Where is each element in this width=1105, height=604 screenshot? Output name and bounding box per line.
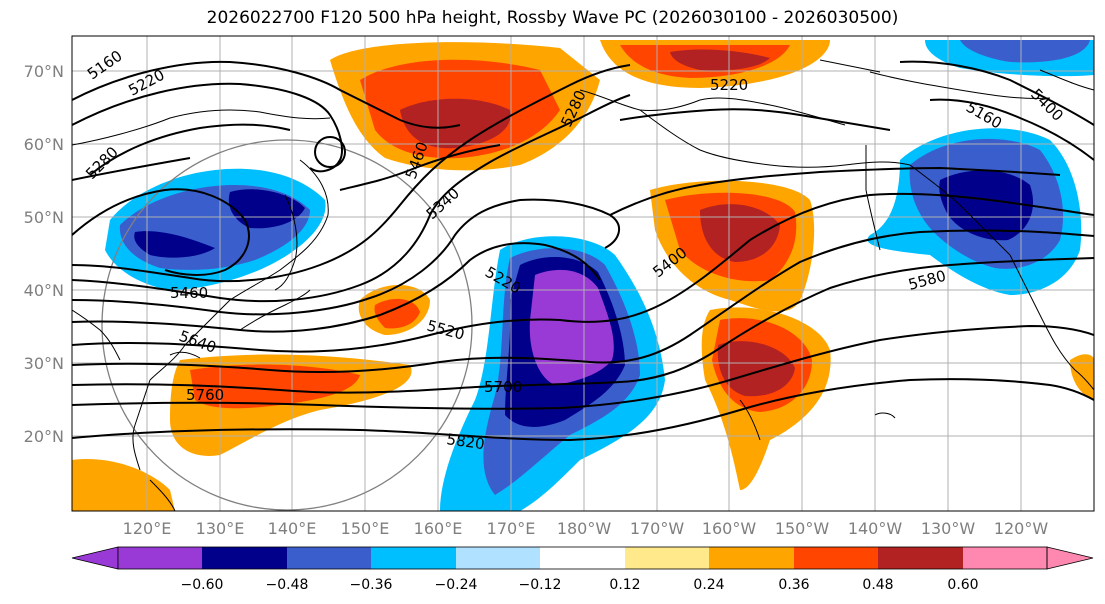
anomaly-positive-region <box>72 459 175 511</box>
lon-tick-label: 160°E <box>414 519 463 538</box>
anomaly-positive-region <box>400 98 511 149</box>
lat-tick-label: 40°N <box>24 281 64 300</box>
contour-label: 5460 <box>170 284 208 302</box>
colorbar-segment <box>371 547 456 569</box>
colorbar-tick-label: 0.48 <box>862 577 893 593</box>
colorbar-extend-max <box>1046 546 1094 570</box>
lon-tick-label: 130°E <box>196 519 245 538</box>
colorbar-segment <box>456 547 540 569</box>
colorbar-tick-label: −0.60 <box>181 577 224 593</box>
lon-tick-label: 160°W <box>702 519 757 538</box>
anomaly-negative-region <box>529 269 614 385</box>
lat-tick-label: 70°N <box>24 62 64 81</box>
lat-tick-label: 20°N <box>24 427 64 446</box>
colorbar-segment <box>625 547 709 569</box>
anomaly-positive-region <box>374 298 420 329</box>
longitude-axis: 120°E 130°E 140°E 150°E 160°E 170°E 180°… <box>123 519 1049 538</box>
colorbar-segment <box>963 547 1047 569</box>
anomaly-positive-region <box>717 341 795 397</box>
contour-label: 5760 <box>186 386 224 404</box>
colorbar-segment <box>709 547 794 569</box>
colorbar-tick-label: 0.24 <box>693 577 724 593</box>
colorbar-segment <box>540 547 625 569</box>
colorbar-tick-label: 0.36 <box>778 577 809 593</box>
colorbar-tick-label: −0.24 <box>435 577 478 593</box>
anomaly-negative-region <box>228 189 305 229</box>
lat-tick-label: 50°N <box>24 208 64 227</box>
lon-tick-label: 150°W <box>775 519 830 538</box>
lon-tick-label: 130°W <box>921 519 976 538</box>
colorbar-segment <box>794 547 878 569</box>
anomaly-negative-region <box>960 40 1090 63</box>
contour-label: 5700 <box>484 378 522 396</box>
anomaly-negative-region <box>939 170 1034 241</box>
anomaly-shading <box>72 40 1094 511</box>
map-panel: 5160 5220 5280 5460 5340 5280 5220 5400 … <box>72 36 1094 511</box>
anomaly-positive-region <box>1070 354 1094 400</box>
colorbar-tick-label: 0.60 <box>947 577 978 593</box>
map-frame <box>71 35 1095 512</box>
lon-tick-label: 140°E <box>268 519 317 538</box>
colorbar-tick-label: −0.36 <box>350 577 393 593</box>
latitude-axis: 70°N 60°N 50°N 40°N 30°N 20°N <box>24 62 64 446</box>
anomaly-positive-region <box>700 204 780 262</box>
colorbar-segment <box>878 547 963 569</box>
lat-tick-label: 60°N <box>24 135 64 154</box>
lon-tick-label: 120°W <box>994 519 1049 538</box>
anomaly-negative-region <box>134 231 215 258</box>
lon-tick-label: 140°W <box>848 519 903 538</box>
colorbar-segment <box>202 547 287 569</box>
lon-tick-label: 120°E <box>123 519 172 538</box>
anomaly-positive-region <box>670 49 770 71</box>
colorbar-tick-label: −0.48 <box>266 577 309 593</box>
lon-tick-label: 170°W <box>630 519 685 538</box>
graticule <box>72 36 1094 511</box>
height-contours <box>72 60 1094 442</box>
colorbar-extend-min <box>71 546 119 570</box>
colorbar-segment <box>287 547 371 569</box>
colorbar-frame <box>117 546 1048 570</box>
contour-label: 5220 <box>710 76 748 94</box>
colorbar-tick-label: 0.12 <box>609 577 640 593</box>
lon-tick-label: 150°E <box>341 519 390 538</box>
colorbar-tick-label: −0.12 <box>519 577 562 593</box>
coastlines <box>72 59 1094 511</box>
map-title: 2026022700 F120 500 hPa height, Rossby W… <box>206 8 899 28</box>
lat-tick-label: 30°N <box>24 354 64 373</box>
lon-tick-label: 170°E <box>487 519 536 538</box>
anomaly-positive-region <box>190 364 360 409</box>
colorbar: −0.60 −0.48 −0.36 −0.24 −0.12 0.12 0.24 … <box>71 546 1094 593</box>
contour-label: 5820 <box>445 430 485 453</box>
colorbar-segment <box>118 547 202 569</box>
lon-tick-label: 180°W <box>557 519 612 538</box>
